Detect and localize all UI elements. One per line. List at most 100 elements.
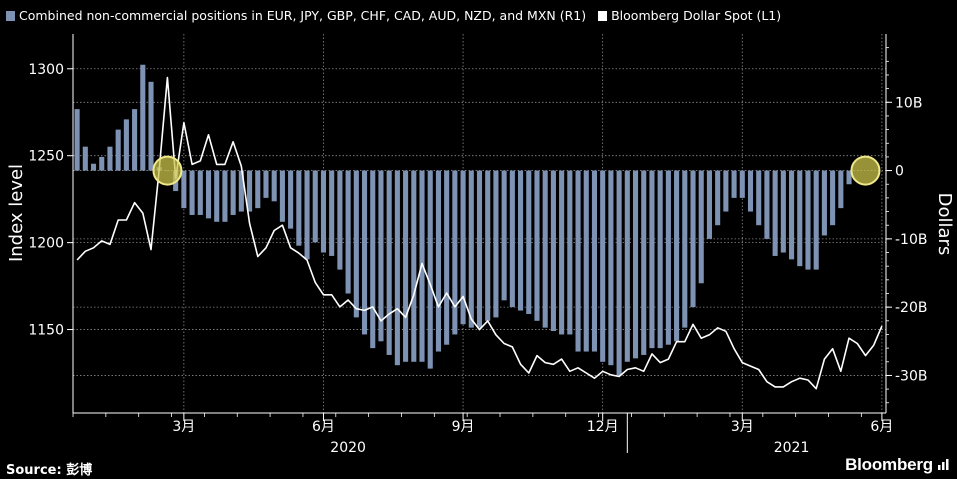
bar bbox=[534, 170, 540, 321]
x-axis-tick-label: 6月 bbox=[312, 419, 335, 435]
right-axis-tick-label: 0 bbox=[895, 164, 904, 180]
bar bbox=[411, 170, 417, 362]
bar bbox=[780, 170, 786, 253]
legend-label-bars: Combined non-commercial positions in EUR… bbox=[19, 8, 587, 23]
bar bbox=[74, 109, 80, 171]
bar bbox=[99, 156, 105, 171]
bar bbox=[583, 170, 589, 352]
bar bbox=[435, 170, 441, 352]
bar bbox=[797, 170, 803, 267]
legend-swatch-line bbox=[598, 11, 608, 21]
bar bbox=[616, 170, 622, 376]
bar bbox=[189, 170, 195, 215]
tick-labels: 1150 1200 1250 1300 -30B -20B -10B 0 10B 3月 6月 9月 12… bbox=[28, 62, 927, 456]
bar bbox=[608, 170, 614, 366]
bar bbox=[821, 170, 827, 236]
line-series bbox=[76, 76, 883, 390]
bar bbox=[361, 170, 368, 335]
bar bbox=[575, 170, 581, 352]
x-axis-tick-label: 3月 bbox=[172, 419, 195, 435]
bar bbox=[353, 170, 359, 318]
legend-swatch-bars bbox=[6, 11, 15, 21]
bar bbox=[90, 163, 97, 171]
bar bbox=[830, 170, 836, 226]
bar bbox=[526, 170, 532, 314]
bar bbox=[468, 170, 474, 328]
bar bbox=[140, 64, 146, 171]
bar bbox=[123, 119, 129, 171]
bar bbox=[665, 170, 671, 345]
bar bbox=[600, 170, 606, 362]
legend: Combined non-commercial positions in EUR… bbox=[6, 8, 789, 23]
bar bbox=[386, 170, 392, 355]
bar bbox=[789, 170, 795, 260]
bar bbox=[567, 170, 573, 335]
bar bbox=[747, 170, 754, 212]
bar bbox=[279, 170, 285, 222]
right-axis-tick-label: -20B bbox=[895, 300, 927, 316]
bar bbox=[715, 170, 721, 226]
bar bbox=[682, 170, 688, 328]
axes bbox=[67, 34, 892, 453]
left-axis-title: Index level bbox=[6, 164, 27, 262]
bar bbox=[181, 170, 187, 209]
bar bbox=[723, 170, 729, 212]
bar bbox=[764, 170, 770, 239]
bar bbox=[756, 170, 762, 226]
right-axis-tick-label: -30B bbox=[895, 368, 927, 384]
bar bbox=[230, 170, 236, 215]
bar bbox=[632, 170, 639, 359]
bar bbox=[731, 170, 737, 198]
bar bbox=[690, 170, 696, 308]
bar bbox=[493, 170, 499, 318]
left-axis-tick-label: 1200 bbox=[28, 236, 64, 252]
bar bbox=[205, 170, 212, 219]
left-axis-tick-label: 1150 bbox=[28, 323, 64, 339]
bar bbox=[706, 170, 712, 239]
bar bbox=[485, 170, 491, 321]
bar bbox=[427, 170, 433, 369]
bar bbox=[238, 170, 244, 212]
source-label: Source: 彭博 bbox=[6, 463, 93, 478]
legend-item-line: Bloomberg Dollar Spot (L1) bbox=[598, 8, 781, 23]
bar bbox=[288, 170, 294, 229]
bar bbox=[838, 170, 844, 209]
bar bbox=[846, 170, 852, 185]
x-axis-tick-label: 9月 bbox=[452, 419, 475, 435]
left-axis-tick-label: 1250 bbox=[28, 149, 64, 165]
right-axis-tick-label: -10B bbox=[895, 232, 927, 248]
bar bbox=[518, 170, 524, 311]
bar-series bbox=[74, 64, 852, 376]
highlight-markers bbox=[152, 155, 881, 186]
bar bbox=[624, 170, 630, 362]
bar bbox=[805, 170, 811, 270]
bar bbox=[329, 170, 335, 256]
line-series-path bbox=[76, 76, 883, 390]
x-axis-tick-label: 12月 bbox=[587, 419, 619, 435]
bar bbox=[304, 170, 310, 260]
bar bbox=[698, 170, 704, 284]
bar bbox=[649, 170, 655, 349]
bar bbox=[772, 170, 778, 256]
bar bbox=[214, 170, 220, 222]
bar bbox=[657, 170, 663, 349]
highlight-marker bbox=[152, 155, 183, 186]
bar bbox=[107, 146, 113, 171]
bar bbox=[115, 129, 121, 171]
bar bbox=[263, 170, 269, 198]
bar bbox=[378, 170, 384, 342]
bar bbox=[813, 170, 819, 270]
bar bbox=[370, 170, 376, 349]
bar bbox=[345, 170, 351, 294]
bar bbox=[271, 170, 277, 202]
bar bbox=[591, 170, 598, 352]
legend-item-bars: Combined non-commercial positions in EUR… bbox=[6, 8, 586, 23]
bloomberg-logo: Bloomberg bbox=[845, 455, 933, 474]
bar bbox=[197, 170, 203, 215]
right-axis-tick-label: 10B bbox=[895, 95, 922, 111]
year-label: 2021 bbox=[774, 440, 810, 456]
bar bbox=[394, 170, 400, 366]
bar bbox=[460, 170, 466, 325]
x-axis-tick-label: 3月 bbox=[731, 419, 754, 435]
